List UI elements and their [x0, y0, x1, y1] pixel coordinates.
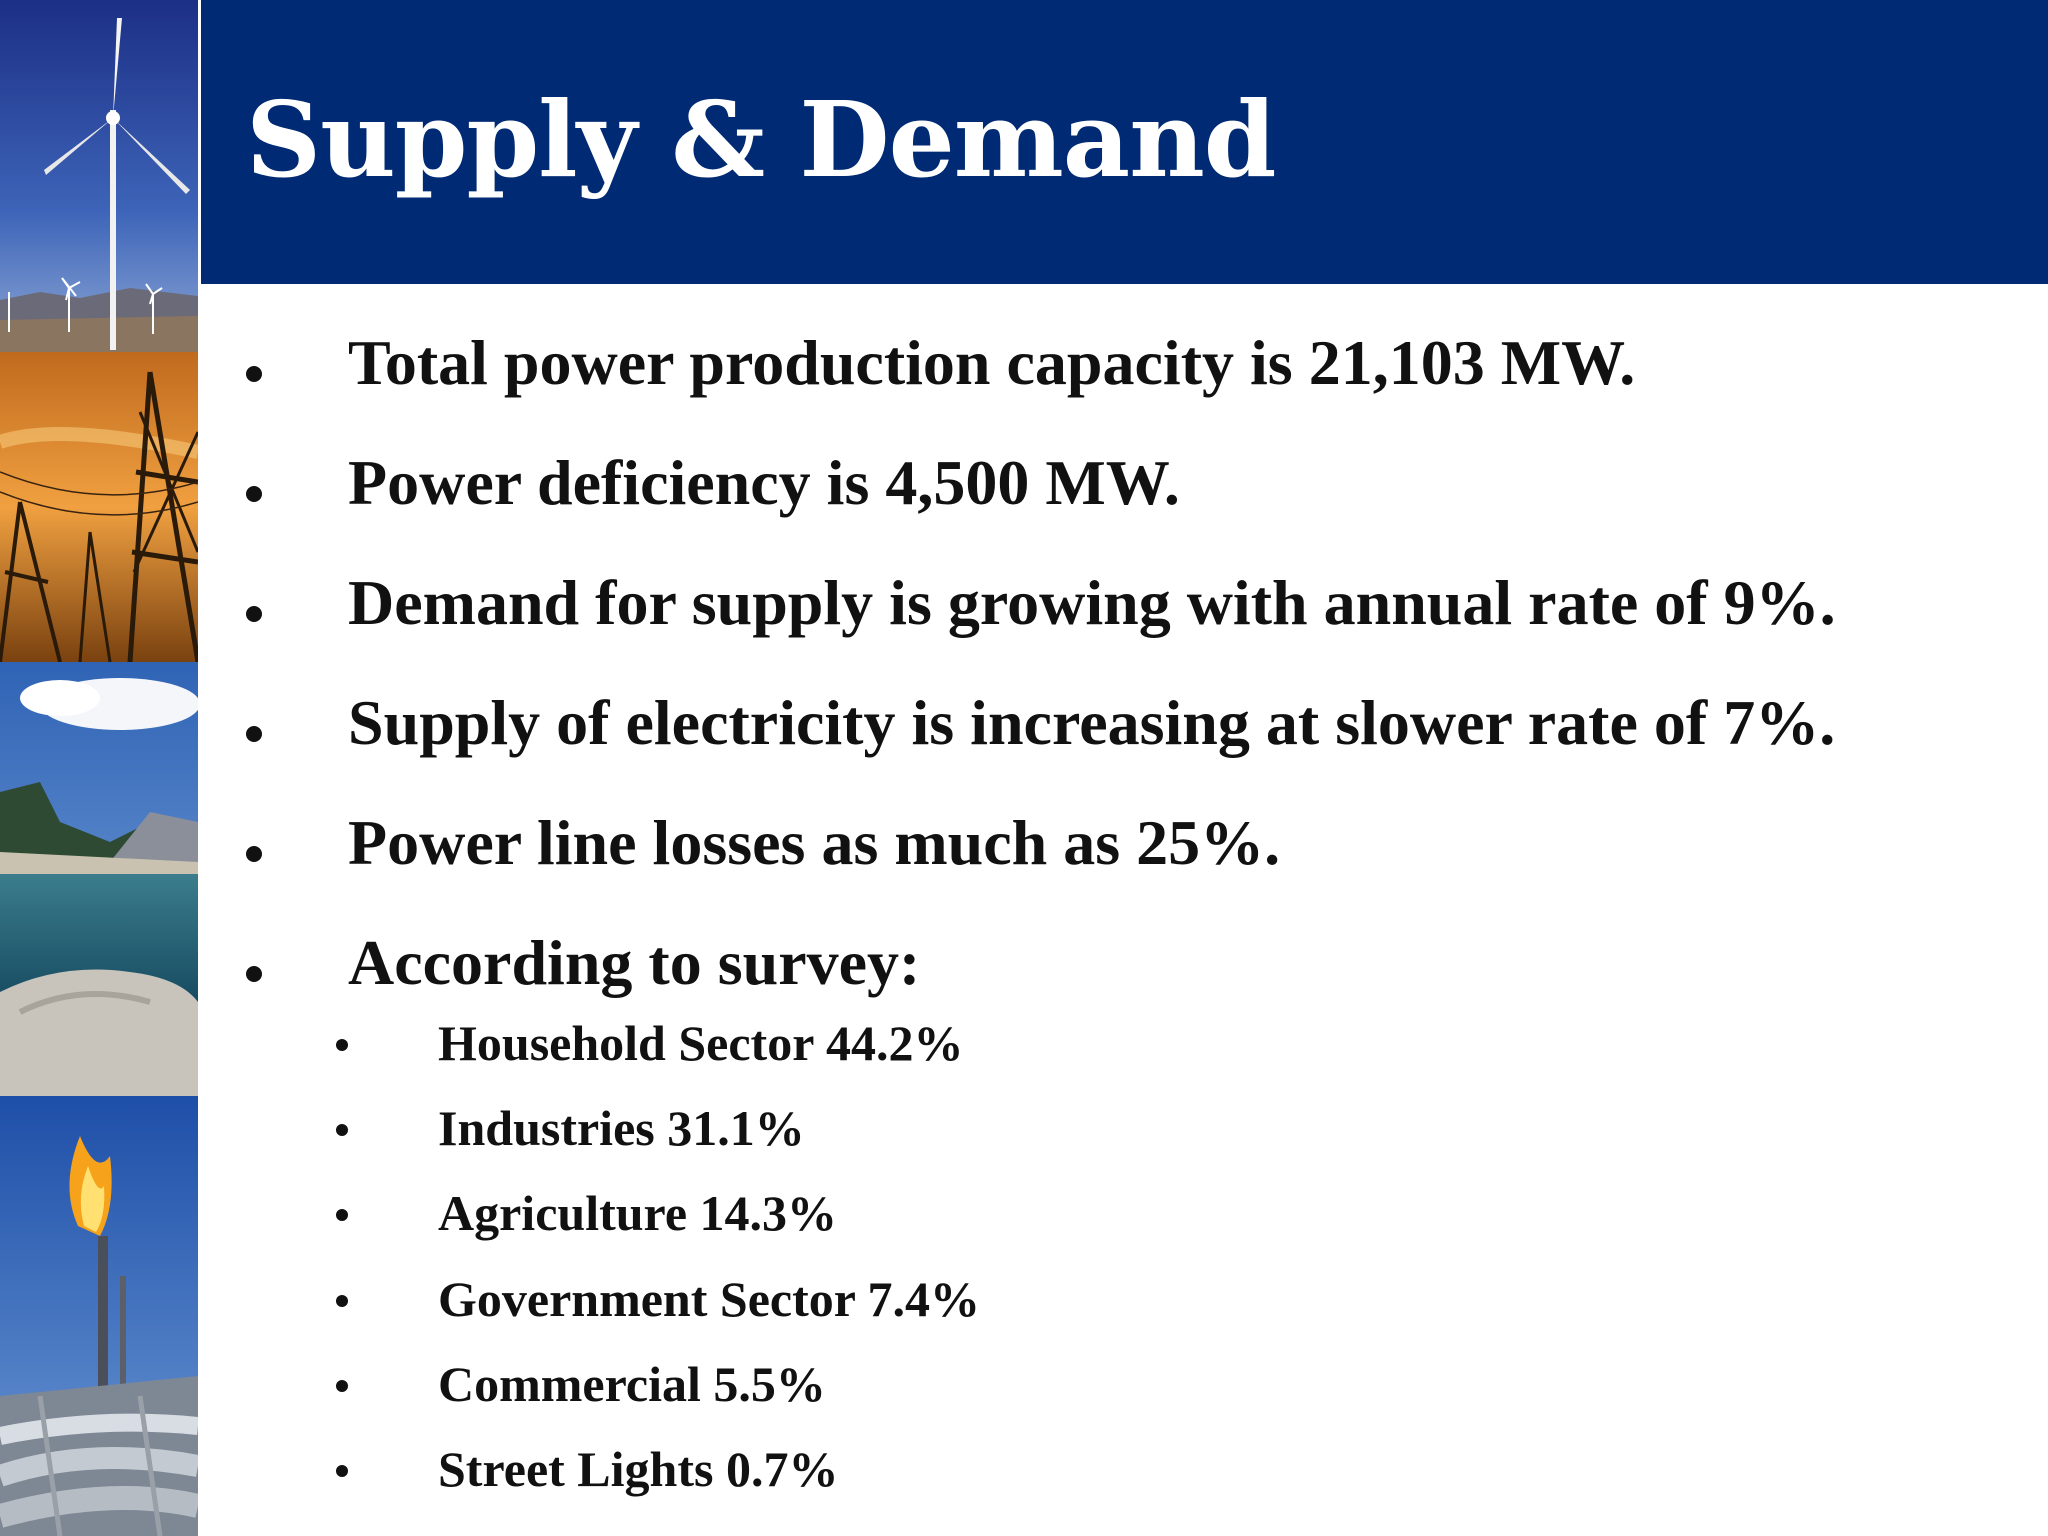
sub-bullet-item: Commercial 5.5% — [336, 1341, 1536, 1426]
photo-strip — [0, 0, 198, 1536]
sub-bullet-dot-icon — [336, 1209, 348, 1222]
bullet-item: Total power production capacity is 21,10… — [246, 308, 2026, 428]
sub-bullet-item: Street Lights 0.7% — [336, 1426, 1536, 1511]
bullet-text: Total power production capacity is 21,10… — [348, 327, 1636, 398]
sub-bullet-text: Agriculture 14.3% — [438, 1185, 838, 1242]
sub-bullet-text: Commercial 5.5% — [438, 1355, 826, 1412]
bullet-list: Total power production capacity is 21,10… — [246, 308, 2026, 1028]
bullet-text: According to survey: — [348, 927, 921, 998]
sub-bullet-text: Industries 31.1% — [438, 1100, 805, 1157]
sub-bullet-dot-icon — [336, 1294, 348, 1307]
sub-bullet-item: Agriculture 14.3% — [336, 1170, 1536, 1255]
bullet-dot-icon — [246, 726, 262, 742]
sub-bullet-dot-icon — [336, 1379, 348, 1392]
sub-bullet-item: Industries 31.1% — [336, 1085, 1536, 1170]
bullet-dot-icon — [246, 606, 262, 622]
bullet-text: Demand for supply is growing with annual… — [348, 567, 1836, 638]
bullet-dot-icon — [246, 366, 262, 382]
sub-bullet-dot-icon — [336, 1124, 348, 1137]
power-pylon-sunset-photo — [0, 352, 198, 662]
mountain-lake-photo — [0, 662, 198, 1096]
sub-bullet-item: Household Sector 44.2% — [336, 1000, 1536, 1085]
sub-bullet-text: Household Sector 44.2% — [438, 1015, 964, 1071]
strip-divider — [198, 0, 201, 1536]
wind-turbine-photo — [0, 0, 198, 352]
sub-bullet-text: Street Lights 0.7% — [438, 1440, 839, 1497]
sub-bullet-text: Government Sector 7.4% — [438, 1270, 981, 1327]
title-band — [201, 0, 2048, 284]
bullet-dot-icon — [246, 846, 262, 862]
slide-title: Supply & Demand — [246, 78, 1277, 201]
survey-sub-list: Household Sector 44.2% Industries 31.1% … — [336, 1000, 1536, 1511]
sub-bullet-dot-icon — [336, 1039, 348, 1051]
bullet-text: Power deficiency is 4,500 MW. — [348, 447, 1180, 518]
sub-bullet-dot-icon — [336, 1464, 348, 1477]
gas-flare-pipeline-photo — [0, 1096, 198, 1536]
bullet-text: Power line losses as much as 25%. — [348, 807, 1281, 878]
bullet-dot-icon — [246, 966, 262, 982]
bullet-item: Power deficiency is 4,500 MW. — [246, 428, 2026, 548]
bullet-item: According to survey: — [246, 908, 2026, 1028]
bullet-dot-icon — [246, 486, 262, 502]
bullet-item: Power line losses as much as 25%. — [246, 788, 2026, 908]
bullet-item: Supply of electricity is increasing at s… — [246, 668, 2026, 788]
bullet-item: Demand for supply is growing with annual… — [246, 548, 2026, 668]
sub-bullet-item: Government Sector 7.4% — [336, 1256, 1536, 1341]
bullet-text: Supply of electricity is increasing at s… — [348, 687, 1836, 758]
